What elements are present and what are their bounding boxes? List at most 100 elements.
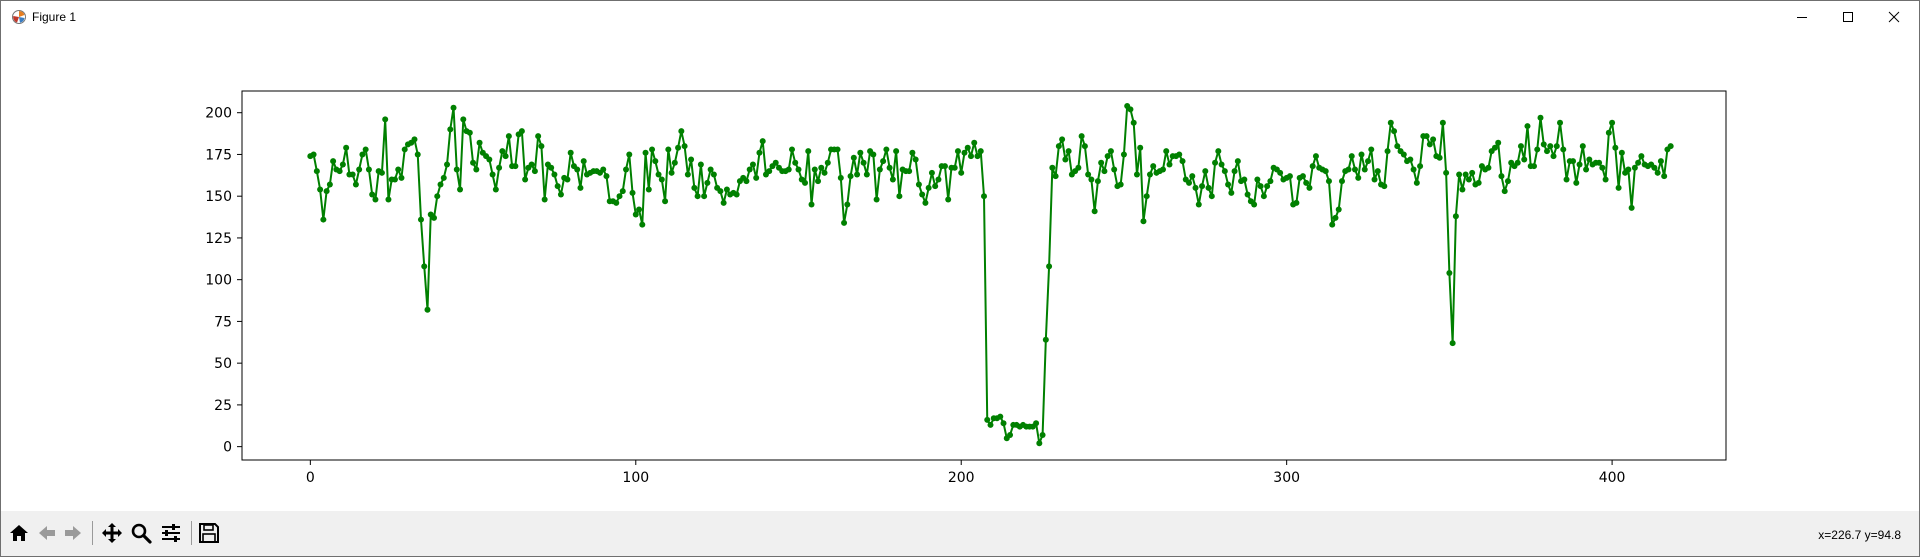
data-point [1602,176,1609,183]
maximize-button[interactable] [1825,1,1871,33]
data-point [1075,164,1082,171]
data-point [1534,146,1541,153]
data-point [1094,178,1101,185]
data-point [1104,153,1111,160]
data-point [1446,269,1453,276]
pan-button[interactable] [100,521,124,545]
data-point [854,171,861,178]
data-point [893,148,900,155]
data-point [743,178,750,185]
data-point [421,263,428,270]
close-button[interactable] [1871,1,1917,33]
data-point [1638,153,1645,160]
data-point [522,176,529,183]
data-point [883,146,890,153]
zoom-icon [131,523,152,544]
data-point [1400,151,1407,158]
data-point [1267,178,1274,185]
data-point [876,166,883,173]
data-point [580,158,587,165]
data-point [675,144,682,151]
pan-icon [102,523,122,543]
data-point [1179,158,1186,165]
data-point [1159,166,1166,173]
data-point [557,191,564,198]
data-point [574,166,581,173]
home-button[interactable] [7,521,31,545]
data-point [414,151,421,158]
back-button[interactable] [35,521,59,545]
data-point [964,144,971,151]
data-point [1202,168,1209,175]
data-point [958,169,965,176]
data-point [1654,169,1661,176]
data-point [873,196,880,203]
data-point [548,164,555,171]
data-point [1501,188,1508,195]
data-point [411,136,418,143]
line-chart[interactable]: 0 100 200 300 400 0 25 50 75 100 125 150 175 200 [1,33,1919,511]
data-point [1560,146,1567,153]
data-point [310,151,317,158]
y-tick-label: 150 [205,189,232,205]
data-point [1195,201,1202,208]
data-point [1208,193,1215,200]
figure-canvas[interactable]: 0 100 200 300 400 0 25 50 75 100 125 150 175 200 [1,33,1919,511]
data-point [369,191,376,198]
data-point [356,166,363,173]
data-point [1452,213,1459,220]
x-tick-label: 100 [622,470,649,486]
data-point [710,171,717,178]
data-point [1055,143,1062,150]
data-point [925,184,932,191]
data-point [863,171,870,178]
data-point [1348,153,1355,160]
minimize-icon [1797,17,1807,18]
forward-button[interactable] [61,521,85,545]
configure-subplots-button[interactable] [159,521,183,545]
data-point [1244,191,1251,198]
save-button[interactable] [197,521,221,545]
data-point [317,186,324,193]
data-point [909,149,916,156]
toolbar-separator [92,521,93,545]
data-point [971,139,978,146]
data-point [1215,148,1222,155]
window-title: Figure 1 [32,10,77,24]
data-point [1358,151,1365,158]
data-point [701,193,708,200]
data-point [1417,163,1424,170]
data-point [954,148,961,155]
zoom-button[interactable] [129,521,153,545]
x-tick-label: 300 [1273,470,1300,486]
data-point [1231,168,1238,175]
data-point [658,176,665,183]
y-tick-label: 50 [214,356,232,372]
data-point [1140,218,1147,225]
cursor-coordinates: x=226.7 y=94.8 [1818,528,1901,542]
data-point [1381,183,1388,190]
y-tick-label: 175 [205,147,232,163]
title-bar[interactable]: Figure 1 [1,1,1919,33]
data-point [1612,144,1619,151]
data-point [431,214,438,221]
data-point [603,173,610,180]
y-tick-label: 125 [205,231,232,247]
back-icon [39,526,55,540]
data-point [922,199,929,206]
data-point [652,158,659,165]
data-point [349,171,356,178]
data-point [486,156,493,163]
data-point [649,146,656,153]
minimize-button[interactable] [1779,1,1825,33]
data-point [1264,183,1271,190]
data-point [541,196,548,203]
data-point [1143,193,1150,200]
data-point [417,216,424,223]
data-point [1303,179,1310,186]
data-point [1504,178,1511,185]
data-point [1186,179,1193,186]
data-point [1573,179,1580,186]
data-point [496,164,503,171]
data-point [753,174,760,181]
